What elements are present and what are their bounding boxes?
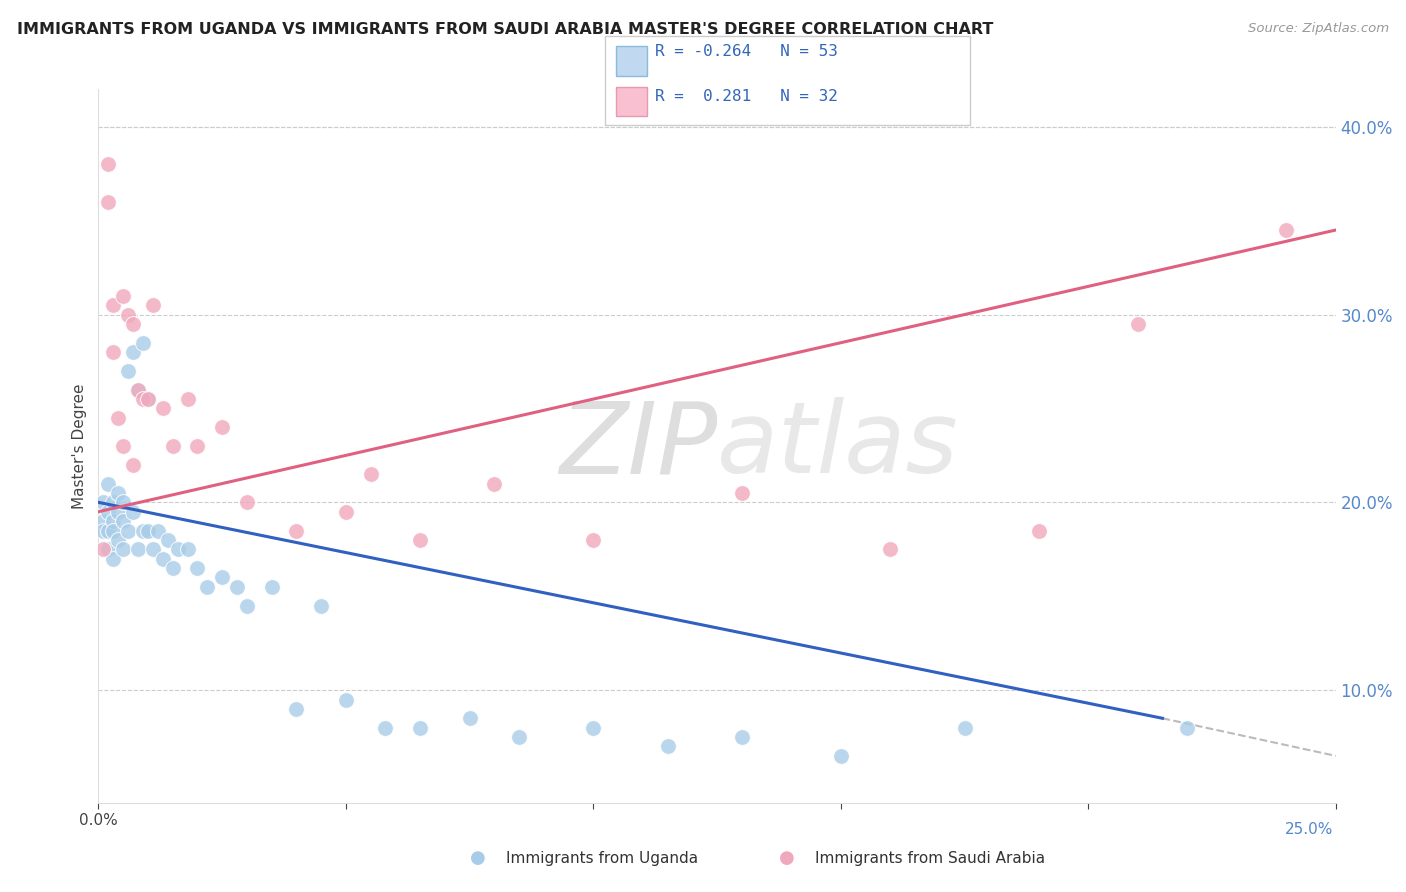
Point xyxy=(195,580,218,594)
Point xyxy=(582,533,605,547)
Point xyxy=(166,542,188,557)
Point xyxy=(186,439,208,453)
Point xyxy=(103,495,125,509)
Point xyxy=(953,721,976,735)
Point xyxy=(458,711,481,725)
Point xyxy=(93,542,115,557)
Text: Source: ZipAtlas.com: Source: ZipAtlas.com xyxy=(1249,22,1389,36)
Point xyxy=(93,524,115,538)
Point xyxy=(107,410,129,425)
Point xyxy=(112,514,135,528)
Point xyxy=(309,599,332,613)
Point xyxy=(112,542,135,557)
Point xyxy=(112,289,135,303)
Point xyxy=(142,298,165,312)
Point xyxy=(657,739,679,754)
Point xyxy=(236,599,259,613)
Point xyxy=(879,542,901,557)
Point xyxy=(731,730,754,744)
Point xyxy=(127,542,149,557)
Point xyxy=(1126,317,1149,331)
Point xyxy=(127,383,149,397)
Point xyxy=(830,748,852,763)
Point xyxy=(1275,223,1298,237)
Point xyxy=(152,551,174,566)
Text: R =  0.281   N = 32: R = 0.281 N = 32 xyxy=(655,89,838,103)
Point xyxy=(122,458,145,472)
Point xyxy=(176,392,198,406)
Point xyxy=(117,524,139,538)
Point xyxy=(285,524,308,538)
Point xyxy=(117,308,139,322)
Point xyxy=(103,514,125,528)
Point xyxy=(236,495,259,509)
Point xyxy=(103,551,125,566)
Point xyxy=(132,335,155,350)
Text: ZIP: ZIP xyxy=(558,398,717,494)
Point xyxy=(1028,524,1050,538)
Point xyxy=(112,439,135,453)
Point xyxy=(152,401,174,416)
Point xyxy=(122,505,145,519)
Point xyxy=(97,194,120,209)
Point xyxy=(1175,721,1198,735)
Y-axis label: Master's Degree: Master's Degree xyxy=(72,384,87,508)
Point xyxy=(107,486,129,500)
Point xyxy=(335,692,357,706)
Point xyxy=(136,392,159,406)
Point xyxy=(93,514,115,528)
Text: IMMIGRANTS FROM UGANDA VS IMMIGRANTS FROM SAUDI ARABIA MASTER'S DEGREE CORRELATI: IMMIGRANTS FROM UGANDA VS IMMIGRANTS FRO… xyxy=(17,22,993,37)
Text: ●: ● xyxy=(470,849,486,867)
Point xyxy=(97,476,120,491)
Point xyxy=(508,730,530,744)
Point xyxy=(156,533,179,547)
Point xyxy=(136,524,159,538)
Point xyxy=(117,364,139,378)
Point xyxy=(360,467,382,482)
Point xyxy=(409,533,432,547)
Text: R = -0.264   N = 53: R = -0.264 N = 53 xyxy=(655,45,838,59)
Point xyxy=(142,542,165,557)
Text: Immigrants from Uganda: Immigrants from Uganda xyxy=(506,851,699,865)
Point xyxy=(176,542,198,557)
Point xyxy=(146,524,169,538)
Point xyxy=(132,392,155,406)
Text: 25.0%: 25.0% xyxy=(1285,822,1333,837)
Point xyxy=(97,542,120,557)
Point xyxy=(132,524,155,538)
Point xyxy=(103,345,125,359)
Point xyxy=(107,533,129,547)
Point xyxy=(127,383,149,397)
Point xyxy=(97,505,120,519)
Point xyxy=(374,721,396,735)
Point xyxy=(97,157,120,171)
Point xyxy=(122,317,145,331)
Point xyxy=(582,721,605,735)
Point xyxy=(335,505,357,519)
Point xyxy=(285,702,308,716)
Point xyxy=(211,420,233,434)
Text: atlas: atlas xyxy=(717,398,959,494)
Point xyxy=(162,439,184,453)
Point xyxy=(731,486,754,500)
Point xyxy=(93,495,115,509)
Point xyxy=(103,298,125,312)
Text: ●: ● xyxy=(779,849,796,867)
Point xyxy=(211,570,233,584)
Point xyxy=(103,524,125,538)
Point xyxy=(107,505,129,519)
Point xyxy=(162,561,184,575)
Point xyxy=(97,524,120,538)
Point xyxy=(484,476,506,491)
Point xyxy=(409,721,432,735)
Text: Immigrants from Saudi Arabia: Immigrants from Saudi Arabia xyxy=(815,851,1046,865)
Point xyxy=(186,561,208,575)
Point xyxy=(136,392,159,406)
Point xyxy=(112,495,135,509)
Point xyxy=(226,580,249,594)
Point xyxy=(122,345,145,359)
Point xyxy=(260,580,283,594)
